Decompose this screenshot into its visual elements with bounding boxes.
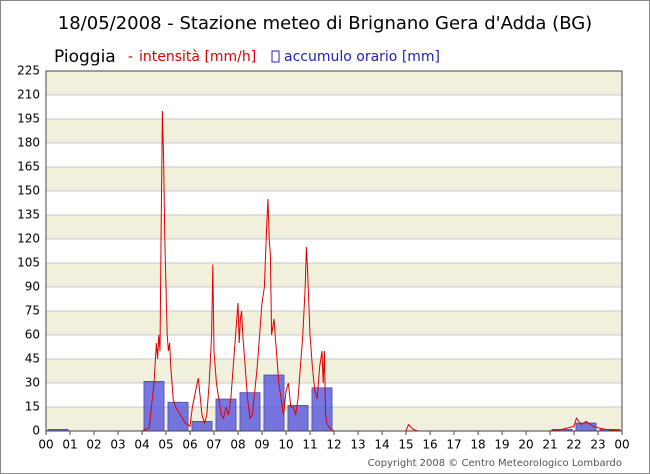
x-tick-label: 09	[254, 438, 269, 452]
x-tick-label: 17	[446, 438, 461, 452]
bar	[239, 392, 261, 432]
x-tick-label: 23	[590, 438, 605, 452]
bar	[575, 422, 597, 432]
bar	[191, 421, 213, 432]
grid-band	[46, 383, 622, 407]
x-tick-label: 11	[302, 438, 317, 452]
x-tick-label: 22	[566, 438, 581, 452]
y-tick-label: 105	[17, 256, 40, 270]
grid-band	[46, 71, 622, 95]
grid-band	[46, 167, 622, 191]
plot	[46, 110, 623, 432]
y-tick-label: 90	[25, 280, 40, 294]
x-tick-label: 06	[182, 438, 197, 452]
bar	[311, 387, 333, 432]
grid-band	[46, 239, 622, 263]
line	[46, 110, 623, 432]
bar	[143, 381, 165, 432]
grid-band	[46, 263, 622, 287]
x-tick-label: 10	[278, 438, 293, 452]
y-tick-label: 15	[25, 400, 40, 414]
bar	[287, 405, 309, 432]
grid-band	[46, 287, 622, 311]
x-tick-label: 04	[134, 438, 149, 452]
y-tick-label: 225	[17, 64, 40, 78]
bar	[215, 398, 237, 432]
y-tick-label: 135	[17, 208, 40, 222]
x-tick-label: 05	[158, 438, 173, 452]
x-tick-label: 16	[422, 438, 437, 452]
x-tick-label: 08	[230, 438, 245, 452]
x-tick-label: 19	[494, 438, 509, 452]
bands	[46, 70, 622, 432]
x-tick-label: 14	[374, 438, 389, 452]
x-tick-label: 21	[542, 438, 557, 452]
y-tick-label: 150	[17, 184, 40, 198]
grid-band	[46, 215, 622, 239]
y-tick-label: 210	[17, 88, 40, 102]
x-tick-label: 18	[470, 438, 485, 452]
y-tick-label: 60	[25, 328, 40, 342]
legend-symbol: -	[128, 49, 133, 65]
y-tick-label: 165	[17, 160, 40, 174]
y-tick-label: 0	[32, 424, 40, 438]
grid-band	[46, 359, 622, 383]
legend-label: accumulo orario [mm]	[284, 49, 440, 65]
x-tick-label: 20	[518, 438, 533, 452]
legend-label: intensità [mm/h]	[139, 49, 256, 65]
subtitle: Pioggia	[54, 47, 116, 67]
x-tick-label: 00	[614, 438, 629, 452]
chart-title: 18/05/2008 - Stazione meteo di Brignano …	[58, 13, 592, 34]
grid-band	[46, 143, 622, 167]
x-tick-label: 01	[62, 438, 77, 452]
grid-band	[46, 311, 622, 335]
grid-band	[46, 335, 622, 359]
x-tick-label: 12	[326, 438, 341, 452]
grid-band	[46, 407, 622, 431]
grid-band	[46, 119, 622, 143]
y-tick-label: 30	[25, 376, 40, 390]
y-tick-label: 180	[17, 136, 40, 150]
legend-symbol	[271, 50, 280, 63]
copyright: Copyright 2008 © Centro Meteorologico Lo…	[368, 458, 622, 469]
x-tick-label: 00	[38, 438, 53, 452]
x-tick-label: 07	[206, 438, 221, 452]
y-tick-label: 195	[17, 112, 40, 126]
grid-band	[46, 191, 622, 215]
grid-band	[46, 95, 622, 119]
bar	[167, 401, 189, 432]
y-tick-label: 75	[25, 304, 40, 318]
y-tick-label: 120	[17, 232, 40, 246]
x-tick-label: 13	[350, 438, 365, 452]
x-tick-label: 03	[110, 438, 125, 452]
x-tick-label: 02	[86, 438, 101, 452]
y-tick-label: 45	[25, 352, 40, 366]
x-tick-label: 15	[398, 438, 413, 452]
plot-border	[45, 70, 623, 432]
bar	[263, 374, 285, 432]
